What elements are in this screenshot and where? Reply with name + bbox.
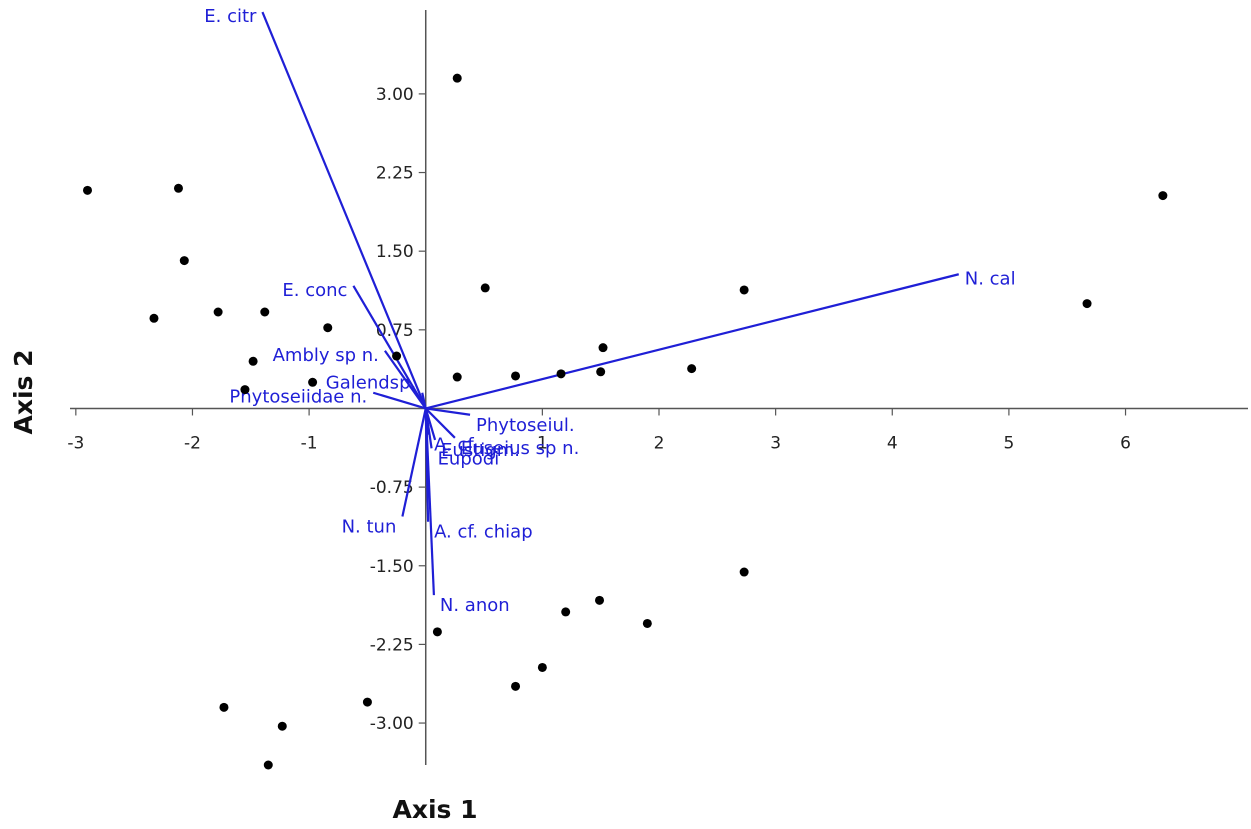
vector-label: Ambly sp n. [273, 345, 379, 366]
x-tick-label: 5 [1003, 433, 1014, 453]
site-point [173, 183, 183, 193]
vector-label: A. cf. ... [434, 435, 501, 456]
x-tick-label: 3 [770, 433, 781, 453]
site-point [642, 618, 652, 628]
site-point [240, 385, 250, 395]
vector-line [372, 391, 427, 410]
site-point [149, 313, 159, 323]
vector-label: N. anon [440, 595, 510, 616]
site-point [219, 702, 229, 712]
site-point [452, 372, 462, 382]
y-tick-label: -2.25 [370, 635, 414, 655]
vector-label: Eupodi [438, 448, 500, 469]
site-point [82, 185, 92, 195]
vector-label: A. cf. chiap [434, 522, 533, 543]
species-vectors: E. citr N. cal E. conc Ambly sp n. Phytoseii… [204, 6, 1015, 616]
y-tick-label: -3.00 [370, 714, 414, 734]
site-point [323, 323, 333, 333]
y-axis-title: Axis 2 [9, 349, 38, 434]
vector-line [425, 273, 960, 410]
vector-line [424, 408, 435, 596]
site-point [561, 607, 571, 617]
vector-label: Eustigm. [441, 440, 520, 461]
x-tick-label: 6 [1120, 433, 1131, 453]
site-point [452, 73, 462, 83]
vector-label: Galendsp. [326, 373, 416, 394]
vector-label: Phytoseiul. [476, 415, 575, 436]
y-tick-label: 1.50 [376, 242, 414, 262]
y-tick-label: -1.50 [370, 557, 414, 577]
site-point [263, 760, 273, 770]
site-point [480, 283, 490, 293]
vector-line [352, 285, 427, 410]
vector-label: Phytoseiidae n. [229, 387, 367, 408]
site-point [511, 371, 521, 381]
vector-label: N. tun [342, 516, 397, 537]
vector-line [261, 11, 427, 409]
vector-label: E. conc [282, 280, 347, 301]
site-point [362, 697, 372, 707]
site-point [687, 364, 697, 374]
site-point [392, 351, 402, 361]
vector-line [401, 408, 427, 517]
site-point [277, 721, 287, 731]
x-tick-label: 2 [654, 433, 665, 453]
x-tick-label: 4 [887, 433, 898, 453]
y-axis-ticks: 3.002.251.500.75-0.75-1.50-2.25-3.00 [370, 85, 426, 734]
vector-line [421, 392, 427, 409]
site-point [537, 662, 547, 672]
x-tick-label: -2 [184, 433, 201, 453]
site-points [82, 73, 1168, 770]
y-tick-label: 2.25 [376, 164, 414, 184]
site-point [511, 681, 521, 691]
vector-line [384, 350, 427, 410]
x-tick-label: 1 [537, 433, 548, 453]
x-tick-label: -3 [67, 433, 84, 453]
x-axis-ticks: -3 -2 -1 1 2 3 4 5 6 [67, 408, 1131, 453]
y-tick-label: 3.00 [376, 85, 414, 105]
vector-label: E. citr [204, 6, 257, 27]
site-point [308, 377, 318, 387]
site-point [260, 307, 270, 317]
vector-line [424, 407, 456, 439]
site-point [739, 567, 749, 577]
site-point [179, 256, 189, 266]
site-point [1082, 299, 1092, 309]
vector-label: Euseius sp n. [461, 438, 579, 459]
y-tick-label: -0.75 [370, 478, 414, 498]
vector-line [425, 407, 471, 416]
site-point [248, 356, 258, 366]
vector-label: N. cal [965, 268, 1016, 289]
site-point [595, 595, 605, 605]
site-point [596, 367, 606, 377]
site-point [556, 369, 566, 379]
site-point [739, 285, 749, 295]
site-point [598, 343, 608, 353]
site-point [213, 307, 223, 317]
x-axis-title: Axis 1 [392, 795, 477, 824]
x-tick-label: -1 [301, 433, 318, 453]
site-point [1158, 191, 1168, 201]
site-point [432, 627, 442, 637]
